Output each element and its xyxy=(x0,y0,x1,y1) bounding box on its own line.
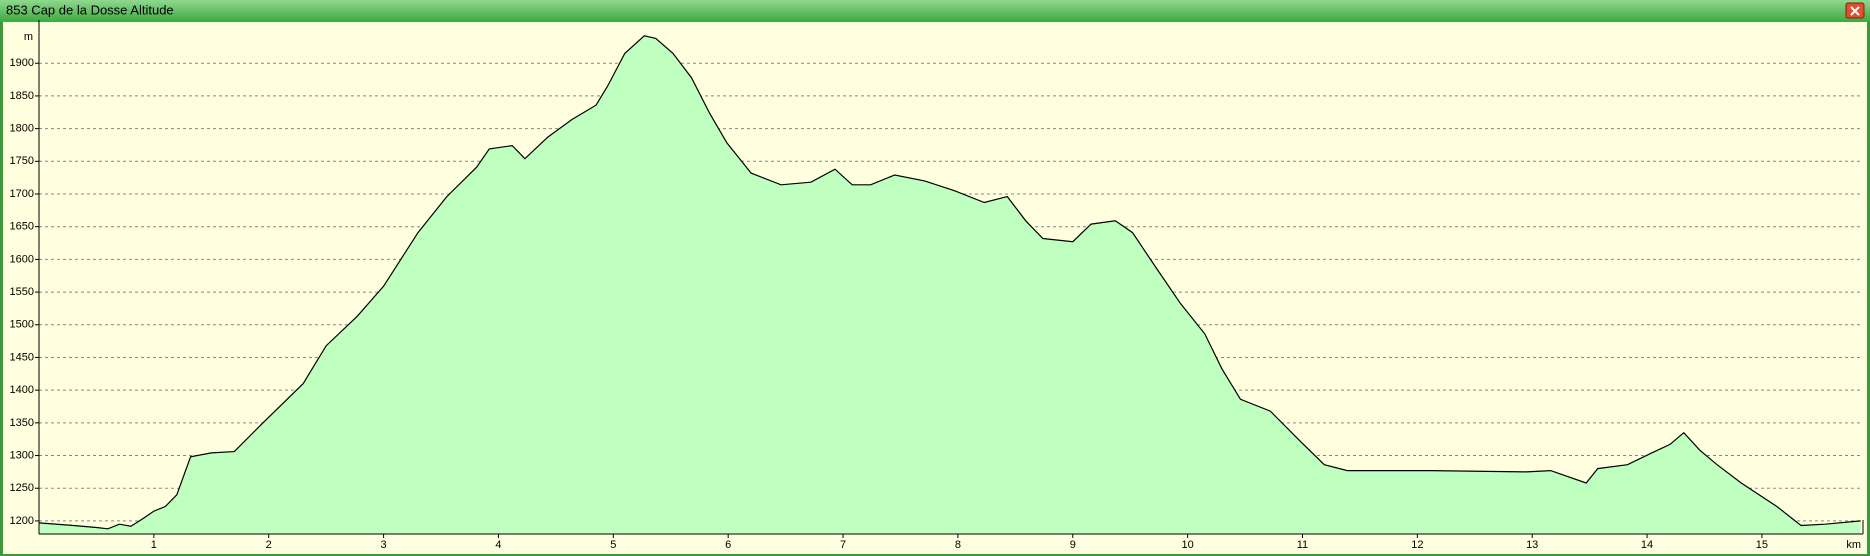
y-tick-label: 1200 xyxy=(10,515,34,527)
x-tick-label: 6 xyxy=(725,539,731,551)
x-axis-label: km xyxy=(1846,539,1861,551)
y-tick-label: 1450 xyxy=(10,351,34,363)
x-tick-label: 4 xyxy=(495,539,501,551)
x-tick-label: 7 xyxy=(840,539,846,551)
x-tick-label: 13 xyxy=(1526,539,1538,551)
plot: 1200 1250 1300 1350 1400 1450 1500 1550 1600 1650… xyxy=(10,20,1864,551)
y-tick-label: 1400 xyxy=(10,384,34,396)
x-tick-label: 3 xyxy=(381,539,387,551)
y-tick-label: 1650 xyxy=(10,221,34,233)
x-tick-label: 5 xyxy=(610,539,616,551)
x-tick-label: 15 xyxy=(1756,539,1768,551)
x-tick-label: 2 xyxy=(266,539,272,551)
x-tick-label: 14 xyxy=(1641,539,1653,551)
y-tick-label: 1350 xyxy=(10,417,34,429)
y-tick-label: 1600 xyxy=(10,253,34,265)
x-tick-label: 11 xyxy=(1297,539,1308,551)
y-tick-label: 1800 xyxy=(10,123,34,135)
x-tick-label: 10 xyxy=(1181,539,1193,551)
x-tick-label: 1 xyxy=(151,539,157,551)
y-tick-label: 1250 xyxy=(10,482,34,494)
title-bar xyxy=(0,0,1870,22)
x-tick-label: 9 xyxy=(1070,539,1076,551)
y-tick-label: 1850 xyxy=(10,90,34,102)
x-tick-label: 8 xyxy=(955,539,961,551)
close-button[interactable] xyxy=(1845,2,1865,19)
window-title: 853 Cap de la Dosse Altitude xyxy=(6,2,174,17)
elevation-line xyxy=(38,35,1861,530)
x-tick-label: 12 xyxy=(1411,539,1423,551)
y-tick-label: 1750 xyxy=(10,155,34,167)
y-tick-label: 1550 xyxy=(10,286,34,298)
area-fill xyxy=(39,35,1861,535)
y-tick-label: 1900 xyxy=(10,57,34,69)
y-tick-label: 1300 xyxy=(10,449,34,461)
y-axis-label: m xyxy=(24,31,33,43)
y-tick-label: 1700 xyxy=(10,188,34,200)
y-tick-label: 1500 xyxy=(10,319,34,331)
